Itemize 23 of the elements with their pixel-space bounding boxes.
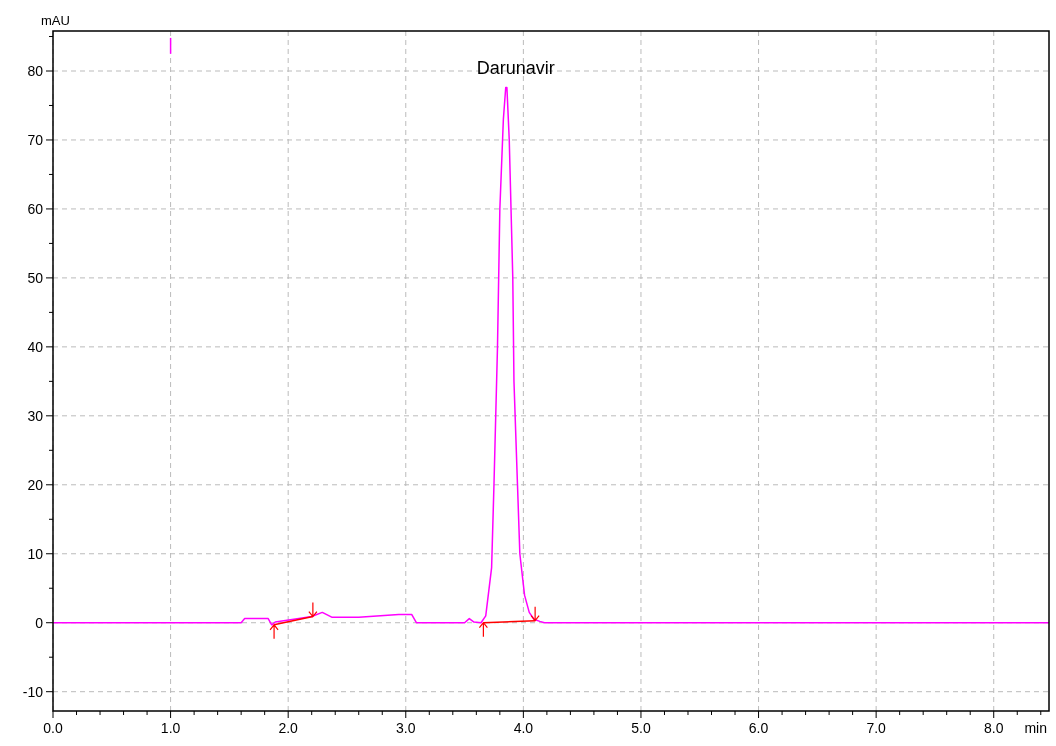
x-tick-label: 0.0: [43, 720, 63, 736]
x-tick-label: 2.0: [278, 720, 299, 736]
annotation: Darunavir: [476, 57, 555, 78]
x-tick-label: 1.0: [160, 720, 181, 736]
x-tick-label: 3.0: [396, 720, 416, 736]
y-tick-label: 50: [27, 269, 44, 286]
x-tick-label: 4.0: [513, 720, 534, 736]
y-axis-title: mAU: [41, 13, 70, 28]
y-tick-label: 80: [27, 63, 44, 79]
y-tick-label: 70: [27, 131, 44, 148]
x-axis-title: min: [1024, 720, 1047, 736]
y-tick-label: 0: [35, 614, 44, 631]
x-tick-label: 6.0: [748, 720, 769, 736]
y-tick-label: -10: [22, 683, 44, 700]
x-tick-label: 8.0: [984, 720, 1004, 736]
y-tick-label: 30: [27, 407, 44, 424]
y-tick-label: 40: [27, 338, 44, 355]
y-tick-label: 20: [27, 476, 44, 493]
y-tick-label: 10: [27, 545, 44, 562]
x-tick-label: 7.0: [866, 720, 887, 736]
x-tick-label: 5.0: [631, 720, 651, 736]
y-tick-label: 60: [27, 200, 44, 217]
line-series: [53, 86, 1049, 626]
